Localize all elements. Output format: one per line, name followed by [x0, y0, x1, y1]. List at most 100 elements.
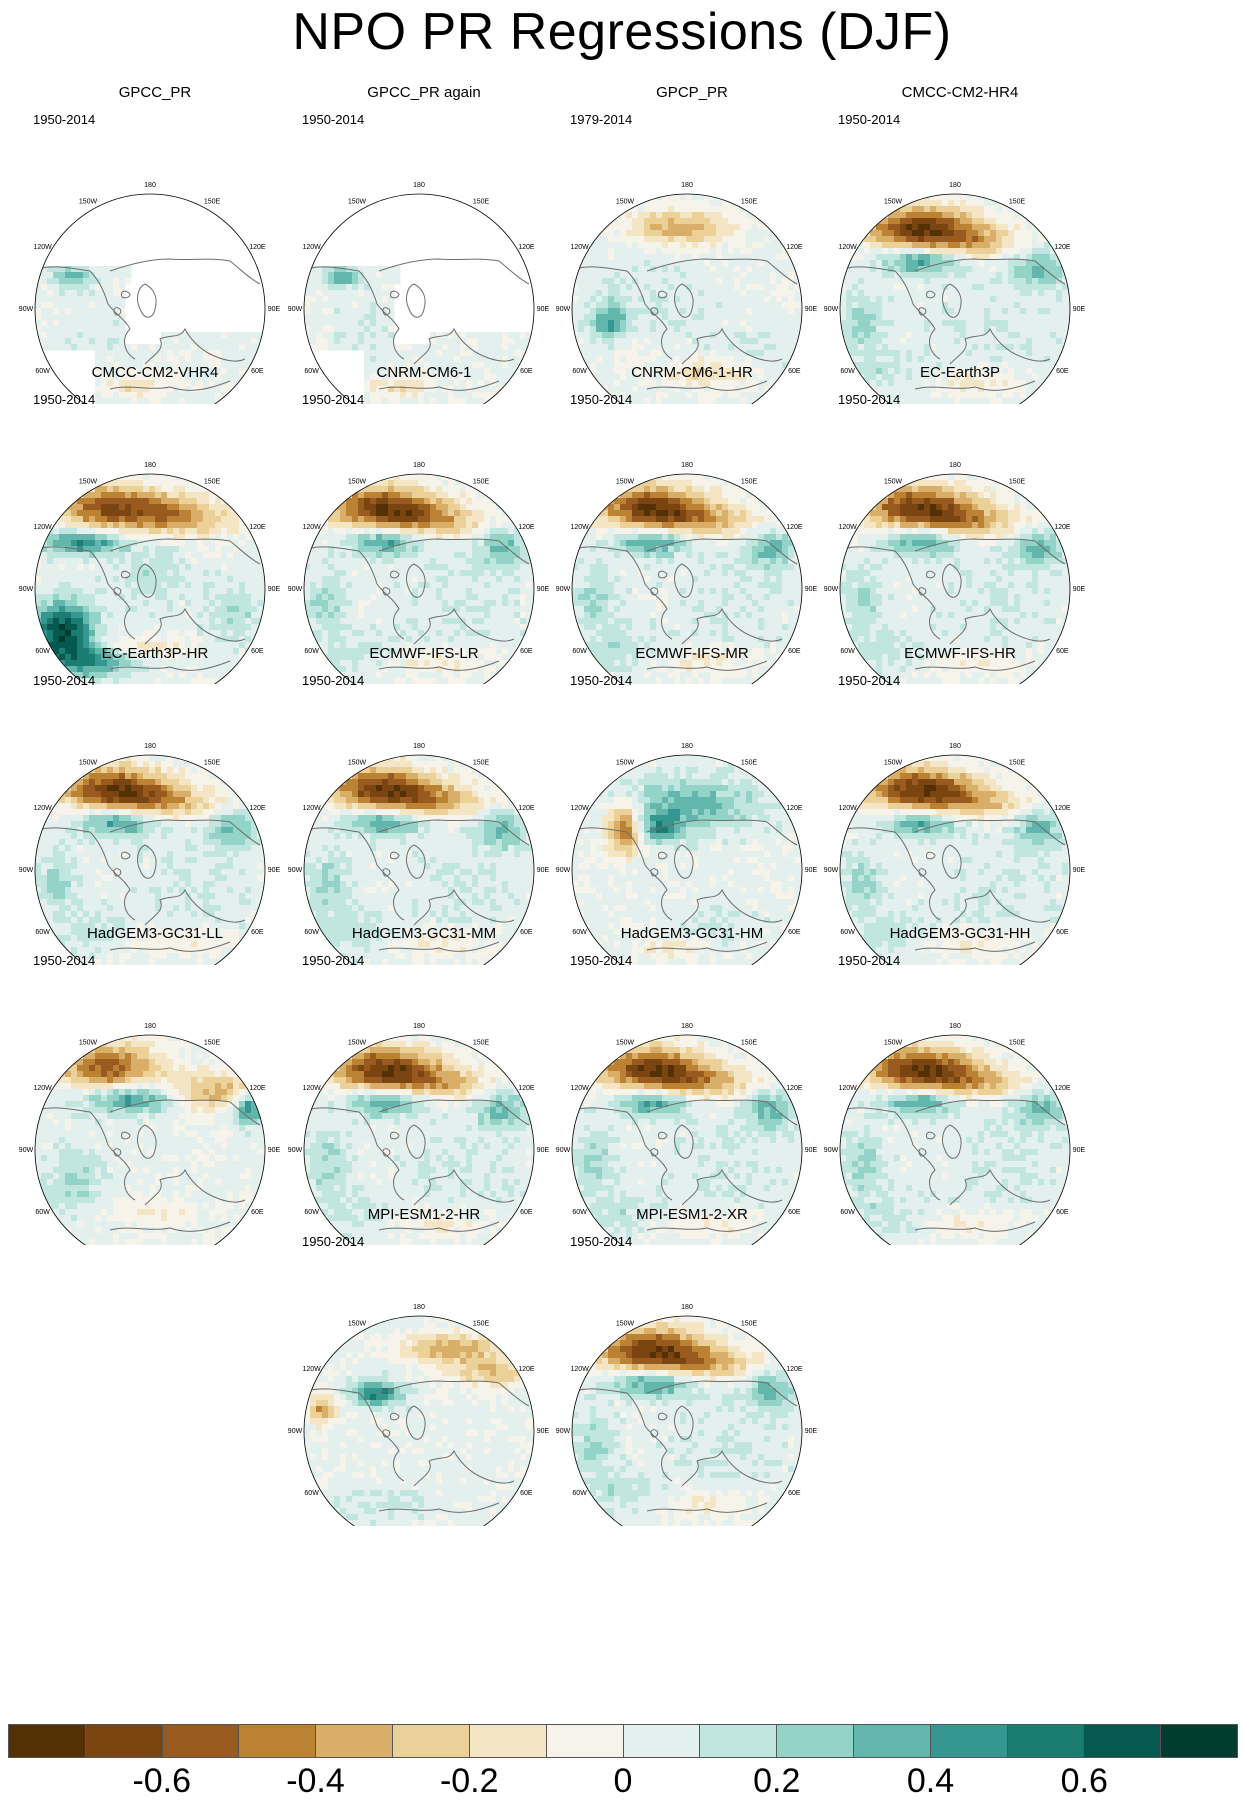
longitude-label: 90E	[805, 1147, 818, 1154]
longitude-label: 90W	[19, 306, 34, 313]
longitude-label: 180	[681, 1023, 693, 1030]
colorbar-swatch	[239, 1725, 317, 1757]
longitude-label: 90E	[805, 586, 818, 593]
longitude-label: 150W	[348, 1040, 367, 1047]
longitude-label: 120W	[570, 805, 589, 812]
longitude-label: 60E	[520, 648, 533, 655]
map-panel: 180150E120E90E60E30E030W60W90W120W150WEC…	[810, 364, 1110, 684]
longitude-label: 150E	[1009, 199, 1026, 206]
longitude-label: 120W	[33, 244, 52, 251]
precip-field	[572, 1316, 802, 1526]
precip-field	[304, 474, 534, 684]
panel-title: HadGEM3-GC31-HH	[810, 925, 1110, 942]
precip-field	[304, 1316, 534, 1526]
longitude-label: 120W	[33, 805, 52, 812]
longitude-label: 90E	[537, 1147, 550, 1154]
panel-title: GPCC_PR again	[274, 84, 574, 101]
precip-field	[572, 755, 802, 965]
longitude-label: 180	[144, 1023, 156, 1030]
map-panel: 180150E120E90E60E30E030W60W90W120W150WHa…	[274, 925, 574, 1245]
longitude-label: 120E	[249, 805, 266, 812]
longitude-label: 150W	[79, 1040, 98, 1047]
panel-period: 1950-2014	[838, 112, 900, 127]
longitude-label: 90W	[556, 586, 571, 593]
colorbar	[8, 1724, 1238, 1758]
longitude-label: 120E	[518, 244, 535, 251]
precip-field	[840, 755, 1070, 965]
longitude-label: 90W	[556, 1428, 571, 1435]
longitude-label: 180	[949, 1023, 961, 1030]
longitude-label: 180	[681, 743, 693, 750]
panel-title: ECMWF-IFS-LR	[274, 645, 574, 662]
longitude-label: 120W	[302, 1366, 321, 1373]
longitude-label: 60W	[572, 368, 587, 375]
longitude-label: 150E	[473, 479, 490, 486]
polar-map: 180150E120E90E60E30E030W60W90W120W150W	[556, 182, 818, 404]
map-panel: 180150E120E90E60E30E030W60W90W120W150WEC…	[542, 645, 842, 965]
polar-map: 180150E120E90E60E30E030W60W90W120W150W	[19, 1023, 281, 1245]
longitude-label: 60W	[304, 929, 319, 936]
longitude-label: 150E	[473, 1321, 490, 1328]
longitude-label: 150W	[616, 1040, 635, 1047]
map-panel: 180150E120E90E60E30E030W60W90W120W150WGP…	[274, 84, 574, 404]
panel-title: CNRM-CM6-1	[274, 364, 574, 381]
longitude-label: 90W	[556, 867, 571, 874]
longitude-label: 120W	[302, 244, 321, 251]
longitude-label: 150W	[884, 760, 903, 767]
longitude-label: 180	[144, 462, 156, 469]
longitude-label: 120W	[570, 1085, 589, 1092]
colorbar-swatch	[162, 1725, 240, 1757]
longitude-label: 180	[413, 743, 425, 750]
longitude-label: 150W	[884, 1040, 903, 1047]
polar-map: 180150E120E90E60E30E030W60W90W120W150W	[288, 1304, 550, 1526]
longitude-label: 120E	[1054, 1085, 1071, 1092]
longitude-label: 60E	[788, 648, 801, 655]
panel-period: 1979-2014	[570, 112, 632, 127]
coastlines	[37, 819, 261, 952]
colorbar-swatch	[623, 1725, 701, 1757]
longitude-label: 60W	[840, 1209, 855, 1216]
longitude-label: 150E	[741, 760, 758, 767]
coastlines	[574, 819, 798, 952]
panel-period: 1950-2014	[33, 112, 95, 127]
panel-title: MPI-ESM1-2-XR	[542, 1206, 842, 1223]
longitude-label: 90E	[805, 867, 818, 874]
longitude-label: 150W	[348, 199, 367, 206]
map-panel: 180150E120E90E60E30E030W60W90W120W150WCN…	[542, 364, 842, 684]
longitude-label: 180	[681, 1304, 693, 1311]
polar-map: 180150E120E90E60E30E030W60W90W120W150W	[288, 182, 550, 404]
panel-title: EC-Earth3P-HR	[5, 645, 305, 662]
panel-title: MPI-ESM1-2-HR	[274, 1206, 574, 1223]
panel-title: GPCC_PR	[5, 84, 305, 101]
longitude-label: 120E	[249, 244, 266, 251]
longitude-label: 90W	[288, 1428, 303, 1435]
panel-period: 1950-2014	[570, 673, 632, 688]
map-panel: 180150E120E90E60E30E030W60W90W120W150WGP…	[5, 84, 305, 404]
longitude-label: 60W	[35, 1209, 50, 1216]
longitude-label: 150W	[348, 760, 367, 767]
longitude-label: 120W	[838, 1085, 857, 1092]
polar-map: 180150E120E90E60E30E030W60W90W120W150W	[824, 1023, 1086, 1245]
map-panel: 180150E120E90E60E30E030W60W90W120W150WEC…	[5, 645, 305, 965]
longitude-label: 120W	[302, 805, 321, 812]
polar-map: 180150E120E90E60E30E030W60W90W120W150W	[556, 1304, 818, 1526]
longitude-label: 90E	[268, 1147, 281, 1154]
longitude-label: 60E	[520, 929, 533, 936]
longitude-label: 150E	[204, 1040, 221, 1047]
longitude-label: 60W	[572, 929, 587, 936]
panel-period: 1950-2014	[302, 1234, 364, 1249]
longitude-label: 60W	[840, 368, 855, 375]
longitude-label: 60W	[572, 1490, 587, 1497]
longitude-label: 90E	[537, 1428, 550, 1435]
coastlines	[574, 538, 798, 671]
longitude-label: 120E	[786, 805, 803, 812]
colorbar-swatch	[9, 1725, 86, 1757]
coastlines	[842, 1099, 1066, 1232]
coastlines	[37, 258, 261, 391]
longitude-label: 150E	[204, 199, 221, 206]
polar-map: 180150E120E90E60E30E030W60W90W120W150W	[19, 462, 281, 684]
longitude-label: 90E	[268, 306, 281, 313]
longitude-label: 90E	[537, 586, 550, 593]
panel-period: 1950-2014	[33, 953, 95, 968]
longitude-label: 60E	[1056, 648, 1069, 655]
